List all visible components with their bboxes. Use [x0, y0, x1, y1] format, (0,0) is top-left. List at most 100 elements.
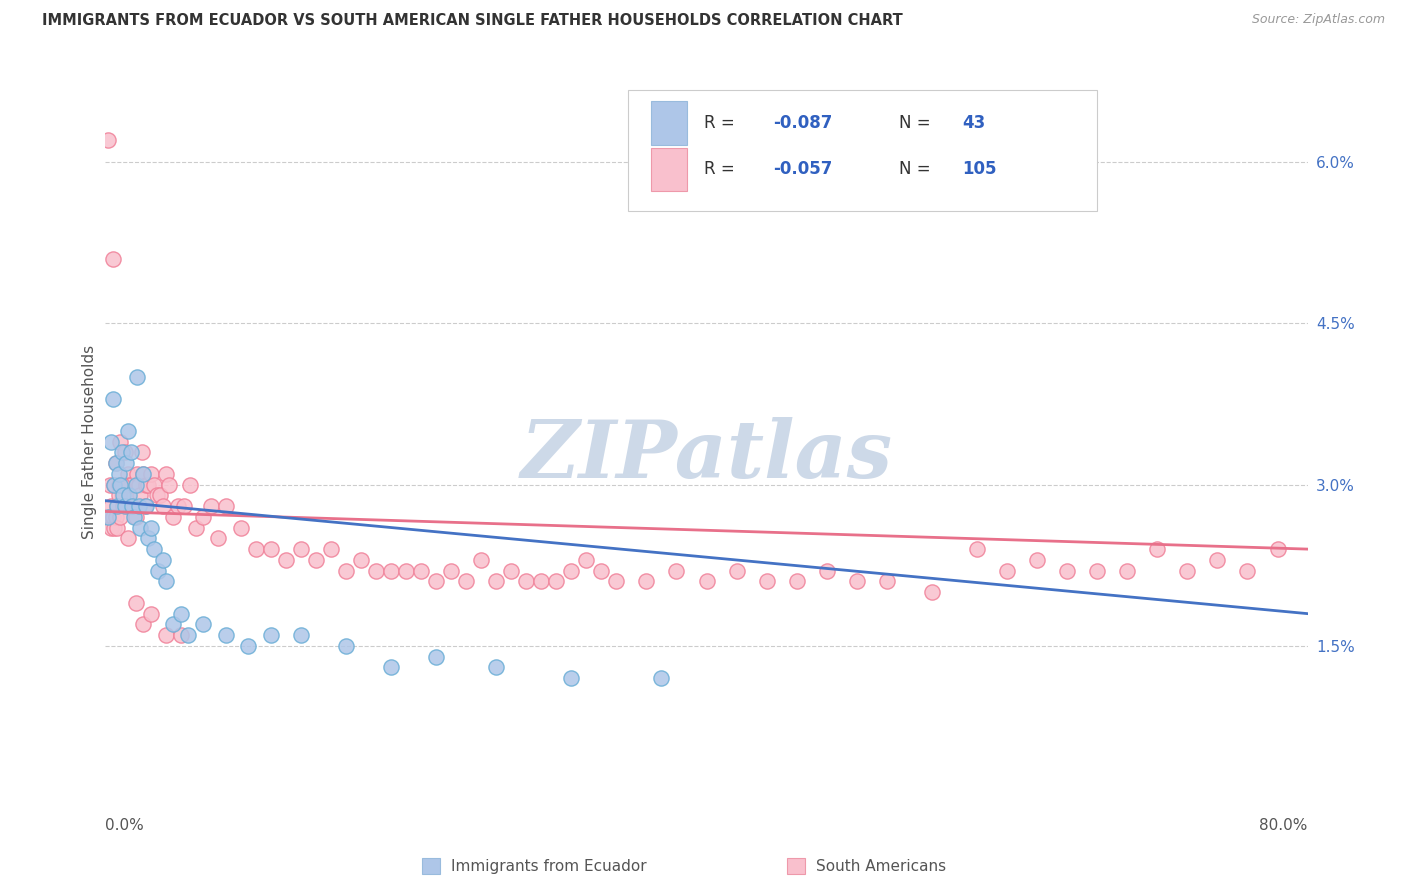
Point [162, 617, 184, 632]
Text: South Americans: South Americans [817, 859, 946, 873]
Point [115, 456, 138, 470]
Point [107, 499, 129, 513]
Point [395, 564, 418, 578]
Point [108, 488, 131, 502]
Point [112, 488, 135, 502]
Point [845, 574, 868, 589]
Point [128, 499, 150, 513]
Point [132, 467, 155, 481]
Point [560, 671, 582, 685]
Point [260, 628, 283, 642]
Text: 0.0%: 0.0% [105, 818, 145, 833]
Point [636, 574, 658, 589]
Point [696, 574, 718, 589]
Point [110, 509, 132, 524]
Point [125, 370, 148, 384]
Point [157, 477, 180, 491]
Point [1175, 564, 1198, 578]
Point [591, 564, 613, 578]
Point [107, 520, 129, 534]
Point [104, 509, 127, 524]
Point [166, 499, 188, 513]
Point [173, 499, 195, 513]
Point [560, 564, 582, 578]
Point [134, 499, 156, 513]
Text: IMMIGRANTS FROM ECUADOR VS SOUTH AMERICAN SINGLE FATHER HOUSEHOLDS CORRELATION C: IMMIGRANTS FROM ECUADOR VS SOUTH AMERICA… [42, 13, 903, 29]
Point [815, 564, 838, 578]
Point [169, 607, 191, 621]
Point [1146, 542, 1168, 557]
Text: 80.0%: 80.0% [1260, 818, 1308, 833]
Point [605, 574, 627, 589]
Text: 43: 43 [963, 113, 986, 132]
Point [155, 628, 177, 642]
Point [142, 477, 165, 491]
Point [108, 477, 131, 491]
Bar [651, 147, 688, 192]
Point [148, 488, 170, 502]
Point [876, 574, 898, 589]
Point [118, 477, 141, 491]
Point [114, 445, 136, 459]
Point [485, 574, 508, 589]
Point [142, 542, 165, 557]
Point [111, 445, 134, 459]
Point [146, 564, 169, 578]
Text: Source: ZipAtlas.com: Source: ZipAtlas.com [1251, 13, 1385, 27]
Point [380, 564, 402, 578]
Point [152, 553, 174, 567]
Point [115, 499, 138, 513]
Point [136, 477, 159, 491]
Point [350, 553, 373, 567]
Point [364, 564, 387, 578]
Point [546, 574, 568, 589]
Point [122, 509, 145, 524]
Point [128, 477, 150, 491]
Point [139, 467, 162, 481]
Point [117, 467, 139, 481]
Bar [651, 101, 688, 145]
Point [136, 532, 159, 546]
Point [155, 574, 177, 589]
Text: R =: R = [704, 113, 740, 132]
Point [1206, 553, 1229, 567]
Point [1026, 553, 1049, 567]
Text: -0.087: -0.087 [773, 113, 832, 132]
Point [214, 628, 236, 642]
Point [290, 628, 312, 642]
Text: Immigrants from Ecuador: Immigrants from Ecuador [451, 859, 647, 873]
Point [162, 509, 184, 524]
Point [125, 467, 148, 481]
Point [124, 596, 146, 610]
Point [104, 456, 127, 470]
Point [177, 628, 200, 642]
Point [97, 509, 120, 524]
Point [120, 477, 142, 491]
Point [995, 564, 1018, 578]
Point [101, 392, 124, 406]
Point [129, 520, 152, 534]
Point [129, 488, 152, 502]
Point [121, 499, 143, 513]
Point [98, 509, 121, 524]
Point [305, 553, 328, 567]
Point [124, 509, 146, 524]
Point [1116, 564, 1139, 578]
Point [454, 574, 477, 589]
Text: ZIPatlas: ZIPatlas [520, 417, 893, 495]
Point [184, 520, 207, 534]
Point [139, 520, 162, 534]
Point [103, 477, 125, 491]
Point [124, 477, 146, 491]
Point [530, 574, 553, 589]
Point [409, 564, 432, 578]
Y-axis label: Single Father Households: Single Father Households [82, 344, 97, 539]
Point [200, 499, 222, 513]
Point [152, 499, 174, 513]
Point [132, 467, 155, 481]
Point [110, 477, 132, 491]
Point [118, 488, 141, 502]
Point [131, 445, 153, 459]
Point [155, 467, 177, 481]
Point [921, 585, 943, 599]
